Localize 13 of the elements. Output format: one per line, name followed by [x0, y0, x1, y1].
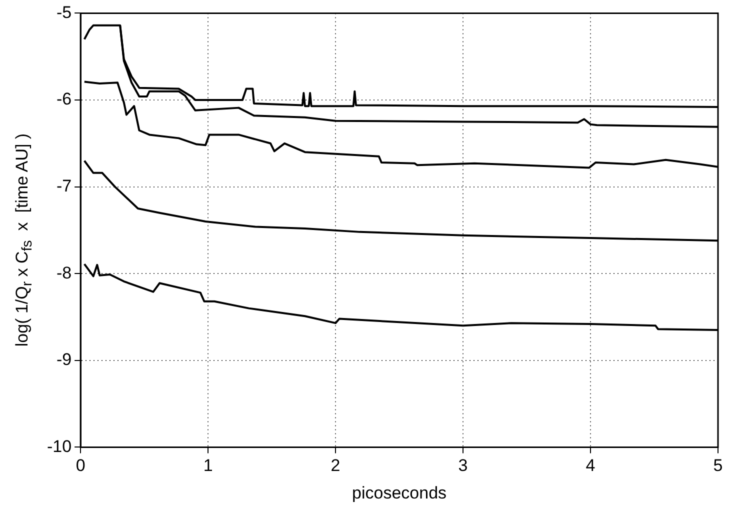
y-tick-label: -9 — [56, 350, 72, 370]
x-tick-label: 2 — [330, 456, 340, 476]
y-tick-label: -8 — [56, 263, 72, 282]
x-axis-title: picoseconds — [352, 483, 447, 502]
y-tick-label: -6 — [56, 90, 72, 109]
y-tick-label: -5 — [56, 2, 72, 22]
x-tick-label: 1 — [203, 456, 213, 476]
y-tick-label: -10 — [46, 436, 72, 456]
y-tick-label: -7 — [56, 176, 72, 196]
x-tick-label: 3 — [458, 456, 468, 476]
x-tick-label: 5 — [713, 456, 723, 476]
x-tick-label: 0 — [76, 456, 86, 476]
x-tick-label: 4 — [586, 456, 596, 476]
